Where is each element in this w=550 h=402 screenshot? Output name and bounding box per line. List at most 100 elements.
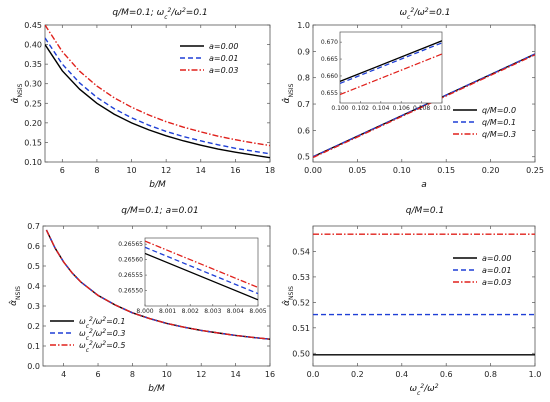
x-tick-label: 16 <box>230 166 240 175</box>
y-tick-label: 0.10 <box>24 158 42 167</box>
y-tick-label: 0.53 <box>292 273 310 282</box>
y-tick-label: 0.5 <box>27 262 40 271</box>
y-tick-label: 0.35 <box>24 60 42 69</box>
inset-series-line-1 <box>145 252 258 301</box>
legend-label: a=0.03 <box>482 278 511 287</box>
y-tick-label: 1.0 <box>297 21 310 30</box>
x-tick-label: 18 <box>265 166 275 175</box>
x-axis-label: a <box>421 180 427 190</box>
x-tick-label: 6 <box>60 166 65 175</box>
legend-label: a=0.03 <box>209 66 238 75</box>
series-line-3 <box>45 229 270 340</box>
inset-y-tick-label: 0.26555 <box>118 272 143 279</box>
legend-label: ωc2/ω2=0.5 <box>79 340 126 354</box>
x-tick-label: 0.05 <box>348 166 366 175</box>
inset-y-tick-label: 0.26550 <box>118 288 143 295</box>
chart-panel-2: 0.00 0.05 0.10 0.15 0.20 0.25 0.5 0.6 0.7 0.8 0.9 1… <box>281 7 544 191</box>
y-tick-label: 0.6 <box>27 242 40 251</box>
chart-title: q/M=0.1; a=0.01 <box>121 206 198 216</box>
series-line-2 <box>45 37 270 155</box>
y-tick-label: 0.9 <box>297 47 310 56</box>
x-tick-label: 0.4 <box>395 370 408 379</box>
x-tick-label: 0.2 <box>351 370 364 379</box>
x-axis-label: b/M <box>149 180 166 190</box>
y-tick-label: 0.51 <box>292 324 310 333</box>
x-tick-label: 8 <box>94 166 99 175</box>
y-axis-label: α̂NSIS <box>8 286 22 306</box>
x-tick-label: 16 <box>265 370 275 379</box>
y-axis-label: α̂NSIS <box>10 83 24 103</box>
x-tick-label: 0.25 <box>526 166 544 175</box>
chart-title: q/M=0.1 <box>406 206 444 216</box>
legend-label: a=0.00 <box>482 254 511 263</box>
inset-frame <box>144 237 259 307</box>
y-tick-label: 0.0 <box>27 362 40 371</box>
y-tick-label: 0.2 <box>27 322 40 331</box>
legend-label: ωc2/ω2=0.3 <box>79 328 126 342</box>
legend-label: a=0.00 <box>209 42 238 51</box>
x-axis-label: b/M <box>148 384 165 394</box>
y-axis-label: α̂NSIS <box>281 83 295 103</box>
plot-frame <box>312 24 536 163</box>
series-line-1 <box>45 44 270 159</box>
y-tick-label: 0.25 <box>24 99 42 108</box>
x-tick-label: 0.20 <box>482 166 500 175</box>
inset-x-tick-label: 8.000 <box>136 308 153 315</box>
series-line-3 <box>45 25 270 147</box>
x-tick-label: 14 <box>196 166 206 175</box>
x-axis-label: ωc2/ω2 <box>409 383 438 397</box>
plot-frame <box>312 225 536 367</box>
plot-frame <box>42 225 271 367</box>
inset-x-tick-label: 0.108 <box>413 105 430 112</box>
y-tick-label: 0.40 <box>24 41 42 50</box>
inset-x-tick-label: 0.102 <box>352 105 369 112</box>
x-tick-label: 0.0 <box>307 370 320 379</box>
y-tick-label: 0.20 <box>24 119 42 128</box>
y-tick-label: 0.54 <box>292 247 310 256</box>
y-tick-label: 0.7 <box>27 222 40 231</box>
inset-x-tick-label: 8.003 <box>204 308 221 315</box>
series-line-2 <box>313 53 535 158</box>
inset-x-tick-label: 8.001 <box>159 308 176 315</box>
inset-x-tick-label: 0.104 <box>372 105 389 112</box>
chart-panel-4: 0.0 0.2 0.4 0.6 0.8 1.0 0.50 0.51 0.52 0.53 0.54 q/… <box>281 206 541 397</box>
y-tick-label: 0.15 <box>24 138 42 147</box>
x-tick-label: 14 <box>231 370 241 379</box>
inset-y-tick-label: 0.655 <box>321 90 338 97</box>
chart-title: q/M=0.1; ωc2/ω2=0.1 <box>112 7 207 21</box>
inset-x-tick-label: 8.005 <box>249 308 266 315</box>
x-tick-label: 0.8 <box>484 370 497 379</box>
inset-zoom: 8.000 8.001 8.002 8.003 8.004 8.005 0.26550 0.2… <box>118 237 267 315</box>
y-tick-label: 0.7 <box>297 100 310 109</box>
legend-label: ωc2/ω2=0.1 <box>79 316 126 330</box>
y-tick-label: 0.52 <box>292 298 310 307</box>
inset-x-tick-label: 0.100 <box>331 105 348 112</box>
x-tick-label: 12 <box>196 370 206 379</box>
x-tick-label: 10 <box>162 370 172 379</box>
y-tick-label: 0.6 <box>297 126 310 135</box>
y-tick-label: 0.30 <box>24 80 42 89</box>
plot-frame <box>44 24 271 163</box>
x-tick-label: 1.0 <box>529 370 542 379</box>
inset-x-tick-label: 0.110 <box>433 105 450 112</box>
inset-series-line-2 <box>340 42 442 84</box>
legend: q/M=0.0 q/M=0.1 q/M=0.3 <box>453 106 516 139</box>
inset-y-tick-label: 0.670 <box>321 39 338 46</box>
x-tick-label: 4 <box>61 370 66 379</box>
x-tick-label: 0.6 <box>440 370 453 379</box>
inset-series-line-1 <box>340 40 442 82</box>
inset-zoom: 0.100 0.102 0.104 0.106 0.108 0.110 0.655 0.660… <box>321 31 451 112</box>
inset-x-tick-label: 8.004 <box>227 308 244 315</box>
inset-series-line-3 <box>340 53 442 96</box>
legend-label: q/M=0.1 <box>482 118 516 127</box>
inset-frame <box>339 31 443 104</box>
y-tick-label: 0.3 <box>27 302 40 311</box>
inset-y-tick-label: 0.26560 <box>118 257 143 264</box>
chart-panel-1: 6 8 10 12 14 16 18 0.10 0.15 0.20 0.25 0.30 0.35 0.40… <box>10 7 275 191</box>
legend: a=0.00 a=0.01 a=0.03 <box>453 254 511 287</box>
legend-label: q/M=0.3 <box>482 130 516 139</box>
inset-x-tick-label: 0.106 <box>393 105 410 112</box>
inset-y-tick-label: 0.660 <box>321 73 338 80</box>
